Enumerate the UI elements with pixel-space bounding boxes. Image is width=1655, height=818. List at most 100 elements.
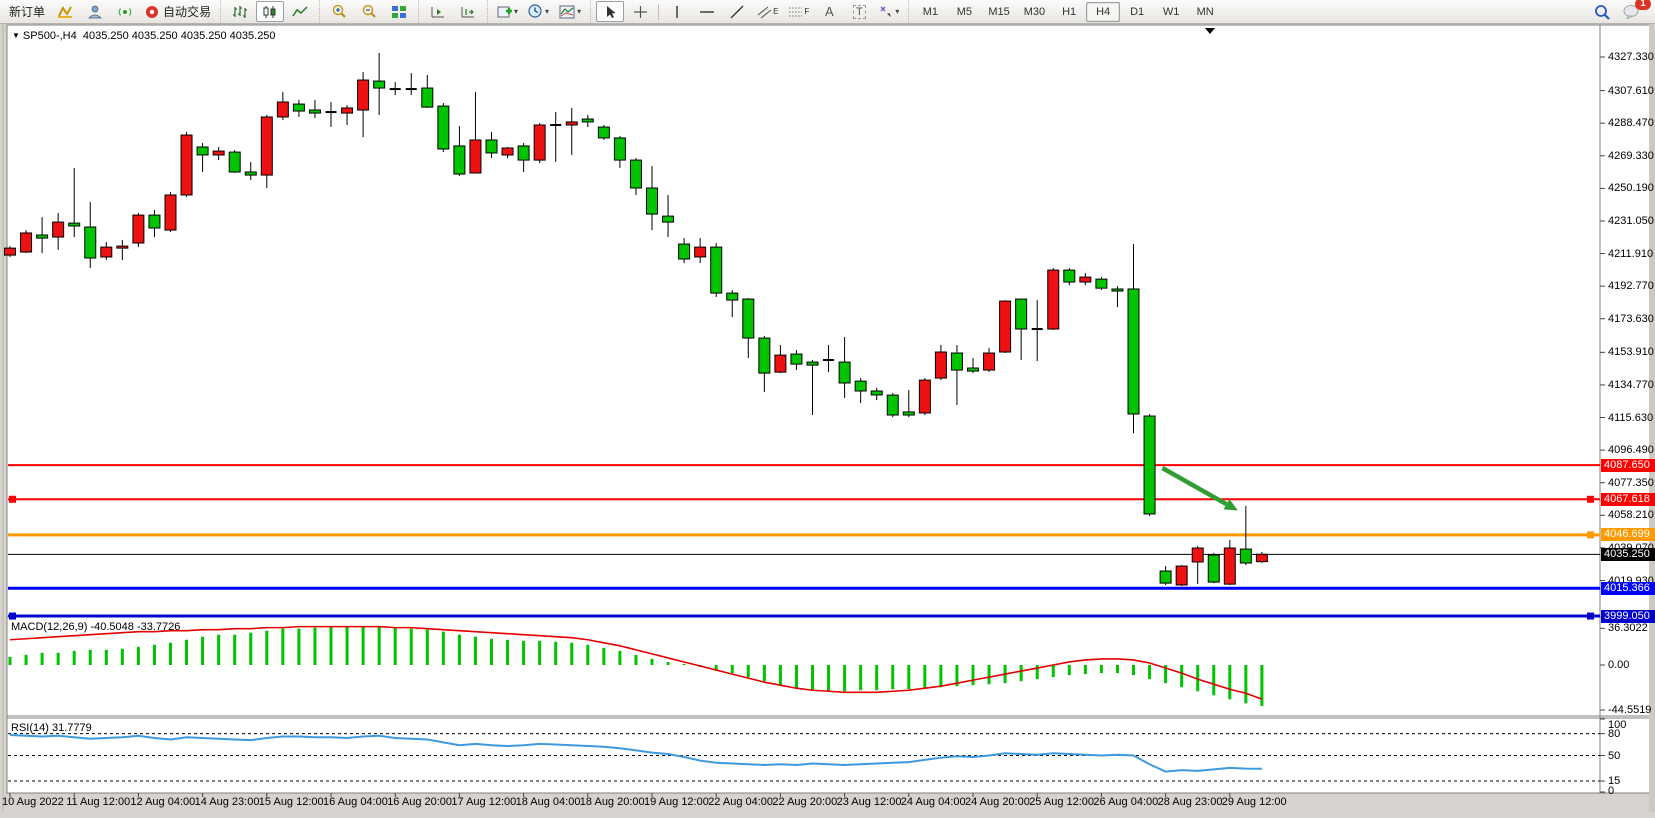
rsi-scale-label: 50	[1608, 749, 1621, 762]
chart-symbol-period: SP500-,H4	[22, 30, 77, 42]
trendline-tool[interactable]	[723, 1, 751, 22]
rsi-scale-label: 80	[1608, 727, 1621, 740]
time-axis-label: 29 Aug 12:00	[1221, 796, 1287, 808]
notification-badge: 1	[1635, 0, 1651, 10]
time-axis-label: 14 Aug 23:00	[194, 796, 260, 808]
period-clock-button[interactable]: ▾	[524, 1, 553, 22]
price-axis-tick: 4115.630	[1608, 411, 1654, 424]
label-tool-glyph: T	[852, 4, 866, 19]
tile-windows-icon[interactable]	[385, 1, 413, 22]
notifications-button[interactable]: 1	[1618, 0, 1651, 22]
timeframe-button-w1[interactable]: W1	[1162, 5, 1180, 18]
time-axis-label: 17 Aug 12:00	[451, 796, 517, 808]
timeframe-button-m5[interactable]: M5	[956, 5, 972, 18]
price-axis-tick: 4077.350	[1608, 476, 1654, 489]
timeframe-button-h4[interactable]: H4	[1086, 1, 1121, 22]
search-icon[interactable]	[1588, 1, 1616, 22]
time-axis-label: 19 Aug 12:00	[644, 796, 709, 808]
auto-trading-button[interactable]: 自动交易	[141, 1, 215, 22]
time-axis-label: 22 Aug 04:00	[708, 796, 774, 808]
text-label-tool[interactable]: T	[845, 1, 873, 22]
arrows-tool[interactable]: ▾	[875, 1, 903, 22]
price-axis-tick: 4307.610	[1608, 84, 1654, 97]
new-order-label: 新订单	[9, 5, 46, 19]
price-line-label: 4015.366	[1601, 581, 1655, 595]
arrows-dropdown-arrow[interactable]: ▾	[895, 7, 900, 16]
timeframe-button-m30[interactable]: M30	[1023, 5, 1046, 18]
toolbar-group-timeframes: M1 M5 M15 M30 H1 H4 D1 W1 MN	[908, 0, 1226, 23]
price-line-label: 4035.250	[1601, 547, 1655, 561]
price-axis-tick: 4231.050	[1608, 214, 1654, 227]
crosshair-tool[interactable]	[626, 1, 654, 22]
template-dropdown-arrow[interactable]: ▾	[577, 7, 582, 16]
horizontal-line-tool[interactable]	[693, 1, 721, 22]
time-axis-label: 12 Aug 04:00	[130, 796, 196, 808]
toolbar-group-chart-type	[220, 0, 319, 23]
macd-scale-label: 36.3022	[1608, 622, 1648, 635]
auto-scroll-icon[interactable]	[424, 1, 452, 22]
charts-stack-icon[interactable]	[51, 1, 79, 22]
price-line-label: 4087.650	[1601, 458, 1655, 472]
timeframe-button-h1[interactable]: H1	[1062, 5, 1077, 18]
signal-icon[interactable]	[111, 1, 139, 22]
rsi-scale-label: 100	[1608, 719, 1627, 731]
time-axis-label: 26 Aug 04:00	[1093, 796, 1159, 808]
new-order-button[interactable]: 新订单	[5, 1, 49, 22]
time-axis-label: 18 Aug 20:00	[579, 796, 645, 808]
cursor-tool[interactable]	[596, 1, 625, 22]
time-axis-label: 11 Aug 12:00	[66, 796, 131, 808]
equidistant-channel-tool[interactable]: E	[753, 1, 782, 22]
candlestick-chart-icon[interactable]	[256, 1, 285, 22]
timeframe-button-mn[interactable]: MN	[1196, 5, 1214, 18]
auto-trading-label: 自动交易	[163, 5, 212, 19]
time-axis-label: 24 Aug 04:00	[900, 796, 966, 808]
chart-window[interactable]: ▼ SP500-,H4 4035.250 4035.250 4035.250 40…	[0, 24, 1655, 818]
toolbar-group-objects: ▾ ▾ ▾	[487, 0, 590, 23]
down-arrow-annotation[interactable]	[1161, 466, 1228, 507]
chart-title[interactable]: ▼ SP500-,H4 4035.250 4035.250 4035.250 40…	[12, 30, 276, 42]
time-axis-label: 28 Aug 23:00	[1157, 796, 1223, 808]
chart-shift-icon[interactable]	[454, 1, 482, 22]
timeframe-button-m1[interactable]: M1	[922, 5, 938, 18]
time-axis-label: 15 Aug 12:00	[258, 796, 324, 808]
period-dropdown-arrow[interactable]: ▾	[545, 7, 550, 16]
macd-scale-label: -44.5519	[1608, 703, 1652, 716]
channel-tool-mark: E	[773, 7, 779, 16]
macd-scale-label: 0.00	[1608, 659, 1630, 671]
chat-bubble-icon	[1623, 5, 1639, 19]
time-axis-label: 23 Aug 12:00	[836, 796, 902, 808]
timeframe-button-d1[interactable]: D1	[1130, 5, 1145, 18]
template-button[interactable]: ▾	[555, 1, 585, 22]
zoom-out-icon[interactable]	[355, 1, 383, 22]
add-indicator-dropdown-arrow[interactable]: ▾	[514, 7, 519, 16]
time-axis-label: 18 Aug 04:00	[515, 796, 581, 808]
fibonacci-tool[interactable]: F	[784, 1, 813, 22]
rsi-scale-label: 15	[1608, 775, 1621, 788]
add-indicator-button[interactable]: ▾	[493, 1, 522, 22]
price-line-label: 4067.618	[1601, 492, 1655, 506]
text-tool-glyph: A	[824, 4, 834, 19]
fibo-tool-mark: F	[804, 7, 810, 16]
main-toolbar: 新订单 自动交易	[0, 0, 1655, 24]
zoom-in-icon[interactable]	[325, 1, 353, 22]
auto-trading-icon	[146, 5, 159, 18]
price-line-label: 4046.699	[1601, 528, 1655, 542]
toolbar-separator	[658, 3, 660, 20]
time-axis-label: 10 Aug 2022	[2, 796, 64, 808]
chart-title-dropdown-icon[interactable]: ▼	[12, 31, 20, 40]
profile-icon[interactable]	[81, 1, 109, 22]
timeframe-button-m15[interactable]: M15	[988, 5, 1010, 18]
bar-chart-icon[interactable]	[226, 1, 254, 22]
price-chart-canvas[interactable]	[0, 24, 1655, 818]
toolbar-group-trade: 新订单 自动交易	[0, 0, 220, 23]
text-tool[interactable]: A	[815, 1, 843, 22]
price-axis-tick: 4173.630	[1608, 312, 1654, 325]
rsi-indicator-label: RSI(14) 31.7779	[11, 722, 92, 734]
price-line-label: 3999.050	[1601, 609, 1655, 623]
vertical-line-tool[interactable]	[663, 1, 691, 22]
toolbar-group-zoom	[319, 0, 418, 23]
time-axis-label: 16 Aug 20:00	[387, 796, 453, 808]
rsi-scale-label: 0	[1608, 785, 1615, 797]
line-chart-icon[interactable]	[286, 1, 314, 22]
